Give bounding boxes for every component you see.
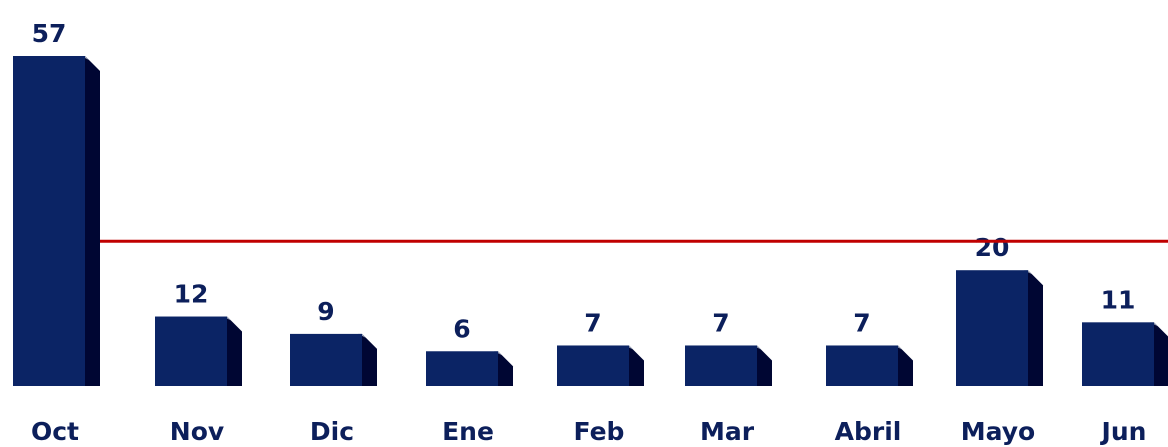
category-label: Dic	[310, 417, 354, 446]
category-label: Ene	[442, 417, 494, 446]
category-label: Feb	[574, 417, 625, 446]
value-label: 7	[584, 308, 601, 337]
value-label: 11	[1101, 285, 1136, 314]
category-label: Mar	[700, 417, 755, 446]
bar-side	[757, 345, 772, 386]
bar	[826, 345, 898, 386]
bar-side	[498, 351, 513, 386]
bar	[426, 351, 498, 386]
bar-side	[227, 316, 242, 386]
category-label: Mayo	[961, 417, 1035, 446]
value-label: 9	[317, 297, 334, 326]
value-label: 57	[32, 19, 67, 48]
bar	[13, 56, 85, 386]
bar	[685, 345, 757, 386]
bar-side	[629, 345, 644, 386]
bar-side	[85, 56, 100, 386]
bar-side	[1028, 270, 1043, 386]
bar	[290, 333, 362, 386]
category-label: Abril	[835, 417, 902, 446]
value-label: 7	[712, 308, 729, 337]
bar-side	[898, 345, 913, 386]
category-label: Jun	[1100, 417, 1147, 446]
bar	[1082, 322, 1154, 386]
bar	[155, 316, 227, 386]
value-label: 12	[174, 280, 209, 309]
value-label: 20	[975, 233, 1010, 262]
category-label: Oct	[31, 417, 79, 446]
value-label: 6	[453, 314, 470, 343]
bar	[956, 270, 1028, 386]
category-label: Nov	[170, 417, 224, 446]
value-label: 7	[853, 308, 870, 337]
bar-side	[1154, 322, 1168, 386]
bar-side	[362, 333, 377, 386]
bar	[557, 345, 629, 386]
